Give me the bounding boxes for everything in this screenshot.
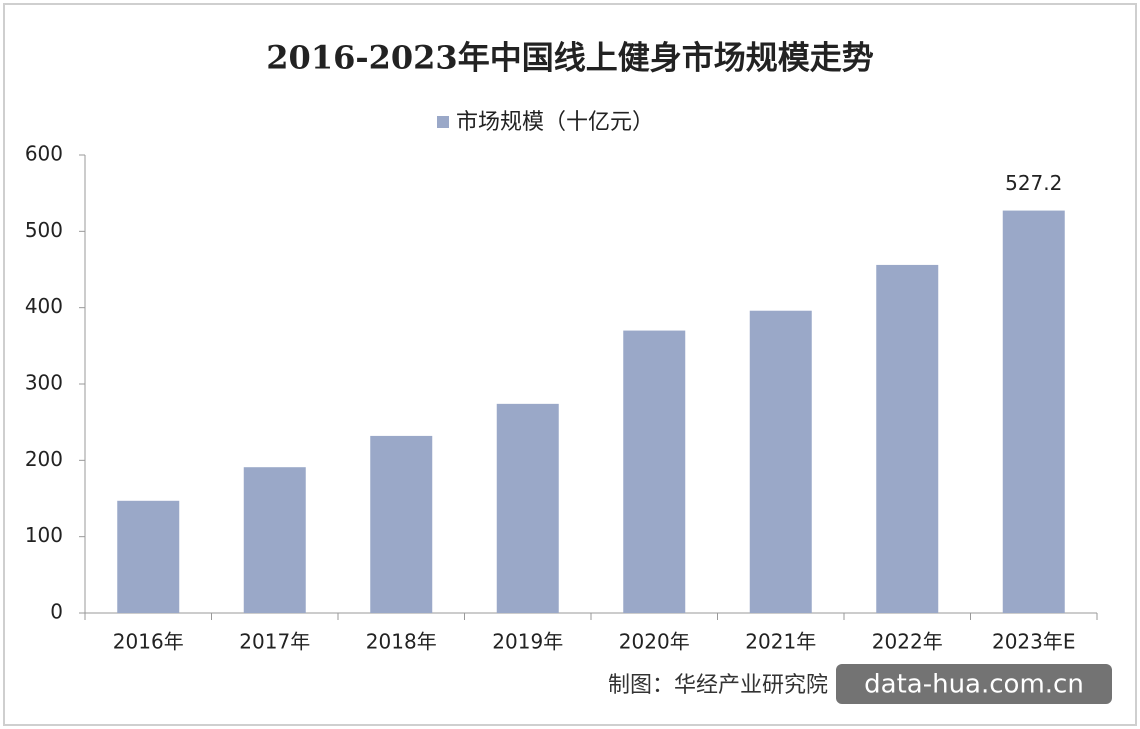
source: 制图：华经产业研究院: [608, 673, 828, 698]
watermark: data-hua.com.cn: [864, 670, 1084, 700]
x-tick-label: 2020年: [619, 630, 690, 654]
y-tick-label: 400: [25, 294, 63, 318]
bar: [117, 500, 180, 613]
y-tick-label: 600: [25, 142, 63, 166]
data-label: 527.2: [1005, 171, 1062, 195]
bar: [1002, 210, 1065, 613]
x-tick-label: 2017年: [239, 630, 310, 654]
bar: [749, 310, 812, 613]
x-tick-label: 2022年: [872, 630, 943, 654]
chart-title: 2016-2023年中国线上健身市场规模走势: [266, 39, 873, 77]
x-tick-label: 2021年: [745, 630, 816, 654]
y-tick-label: 0: [50, 600, 63, 624]
x-tick-label: 2023年E: [992, 630, 1076, 654]
bar: [243, 467, 306, 613]
bar: [370, 435, 433, 613]
watermark-box: [836, 664, 1112, 704]
y-tick-label: 500: [25, 218, 63, 242]
frame: [3, 3, 1137, 726]
legend-label: 市场规模（十亿元）: [456, 110, 654, 135]
x-tick-label: 2016年: [113, 630, 184, 654]
x-tick-label: 2019年: [492, 630, 563, 654]
y-tick-label: 300: [25, 371, 63, 395]
y-tick-label: 200: [25, 447, 63, 471]
bar: [496, 403, 559, 613]
x-tick-label: 2018年: [366, 630, 437, 654]
bar: [623, 330, 686, 613]
y-tick-label: 100: [25, 523, 63, 547]
legend-swatch: [437, 116, 449, 128]
bar: [876, 264, 939, 613]
